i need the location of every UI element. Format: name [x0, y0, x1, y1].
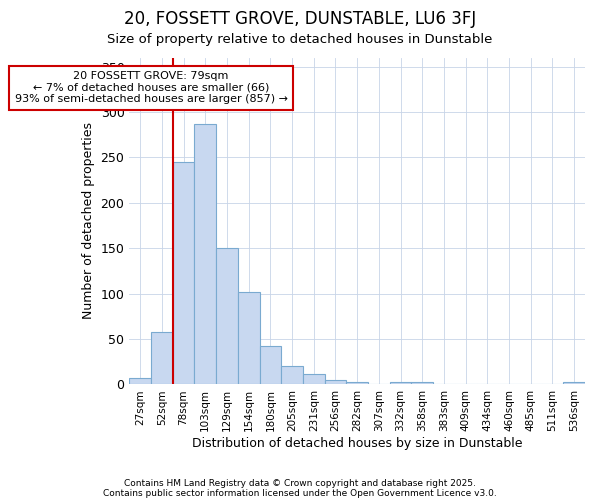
Bar [194, 124, 216, 384]
Bar [260, 346, 281, 385]
Text: Contains public sector information licensed under the Open Government Licence v3: Contains public sector information licen… [103, 488, 497, 498]
Text: 20, FOSSETT GROVE, DUNSTABLE, LU6 3FJ: 20, FOSSETT GROVE, DUNSTABLE, LU6 3FJ [124, 10, 476, 28]
Bar [412, 382, 433, 384]
Bar [390, 382, 412, 384]
Bar [281, 366, 303, 384]
Bar [303, 374, 325, 384]
Y-axis label: Number of detached properties: Number of detached properties [82, 122, 95, 320]
Bar [216, 248, 238, 384]
Bar [151, 332, 173, 384]
Bar [563, 382, 585, 384]
Text: Size of property relative to detached houses in Dunstable: Size of property relative to detached ho… [107, 32, 493, 46]
Bar [238, 292, 260, 384]
Bar [325, 380, 346, 384]
Text: Contains HM Land Registry data © Crown copyright and database right 2025.: Contains HM Land Registry data © Crown c… [124, 478, 476, 488]
Bar [173, 162, 194, 384]
Bar [346, 382, 368, 384]
Text: 20 FOSSETT GROVE: 79sqm
← 7% of detached houses are smaller (66)
93% of semi-det: 20 FOSSETT GROVE: 79sqm ← 7% of detached… [14, 71, 287, 104]
Bar [130, 378, 151, 384]
X-axis label: Distribution of detached houses by size in Dunstable: Distribution of detached houses by size … [192, 437, 523, 450]
